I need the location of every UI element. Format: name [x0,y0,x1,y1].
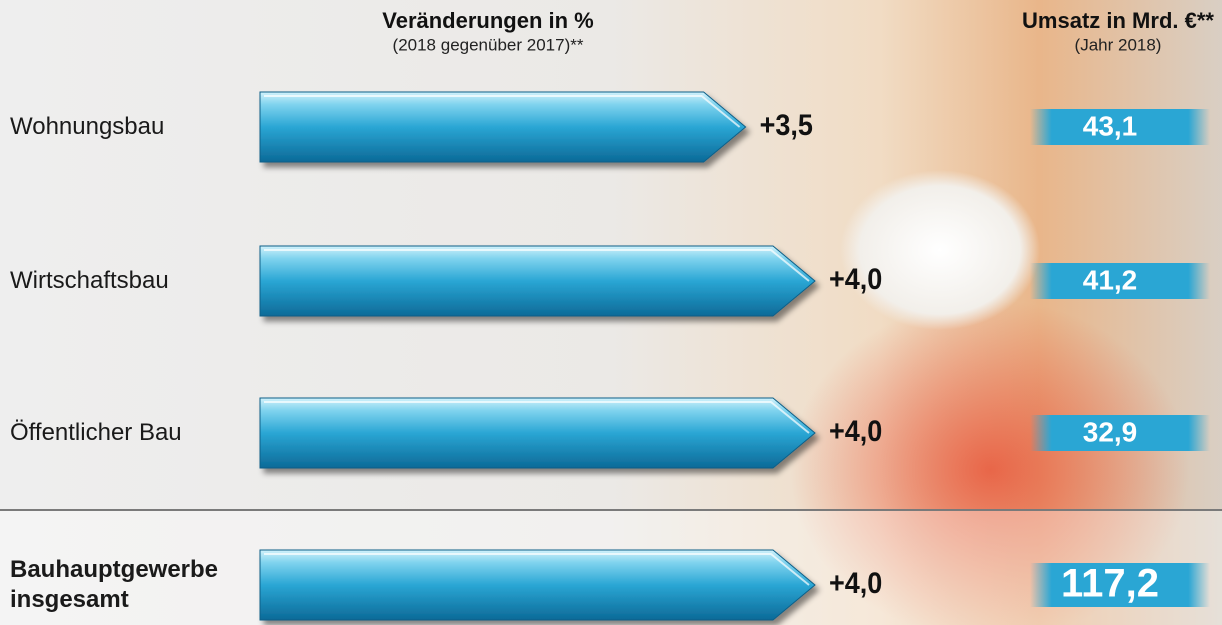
category-label: Öffentlicher Bau [10,393,250,473]
revenue-value: 117,2 [1061,562,1159,606]
revenue-subtitle: (Jahr 2018) [1075,35,1162,54]
value-label: +4,0 [829,567,882,601]
bar [260,246,815,316]
category-label: Bauhauptgewerbe insgesamt [10,545,250,625]
value-label: +4,0 [829,263,882,297]
chart-subtitle: (2018 gegenüber 2017)** [393,35,584,54]
background-photo [840,170,1040,330]
category-label-box: Wohnungsbau [10,87,250,167]
category-label-box: Wirtschaftsbau [10,241,250,321]
category-label: Wohnungsbau [10,87,250,167]
chart: Veränderungen in % (2018 gegenüber 2017)… [0,0,1222,625]
category-label-box: Bauhauptgewerbe insgesamt [10,545,250,625]
revenue-value: 32,9 [1083,416,1138,447]
bar [260,398,815,468]
revenue-value: 41,2 [1083,264,1138,295]
revenue-title: Umsatz in Mrd. €** [1022,8,1214,33]
bar [260,550,815,620]
category-label: Wirtschaftsbau [10,241,250,321]
category-label-box: Öffentlicher Bau [10,393,250,473]
chart-title: Veränderungen in % [382,8,594,33]
value-label: +3,5 [760,109,813,143]
bar [260,92,746,162]
value-label: +4,0 [829,415,882,449]
revenue-value: 43,1 [1083,110,1138,141]
